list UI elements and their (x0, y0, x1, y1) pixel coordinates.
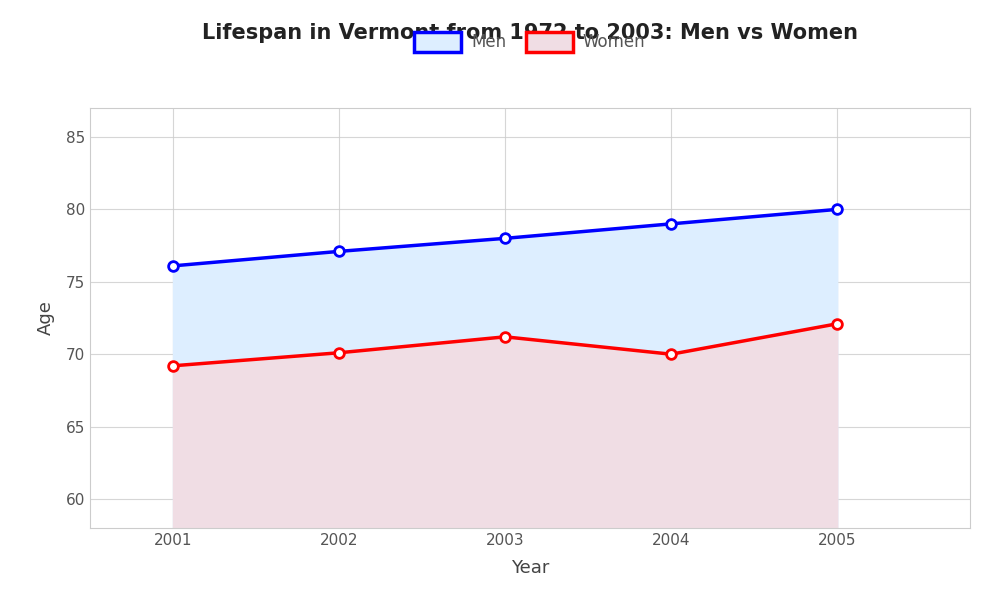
X-axis label: Year: Year (511, 559, 549, 577)
Legend: Men, Women: Men, Women (406, 24, 654, 60)
Y-axis label: Age: Age (37, 301, 55, 335)
Title: Lifespan in Vermont from 1972 to 2003: Men vs Women: Lifespan in Vermont from 1972 to 2003: M… (202, 23, 858, 43)
